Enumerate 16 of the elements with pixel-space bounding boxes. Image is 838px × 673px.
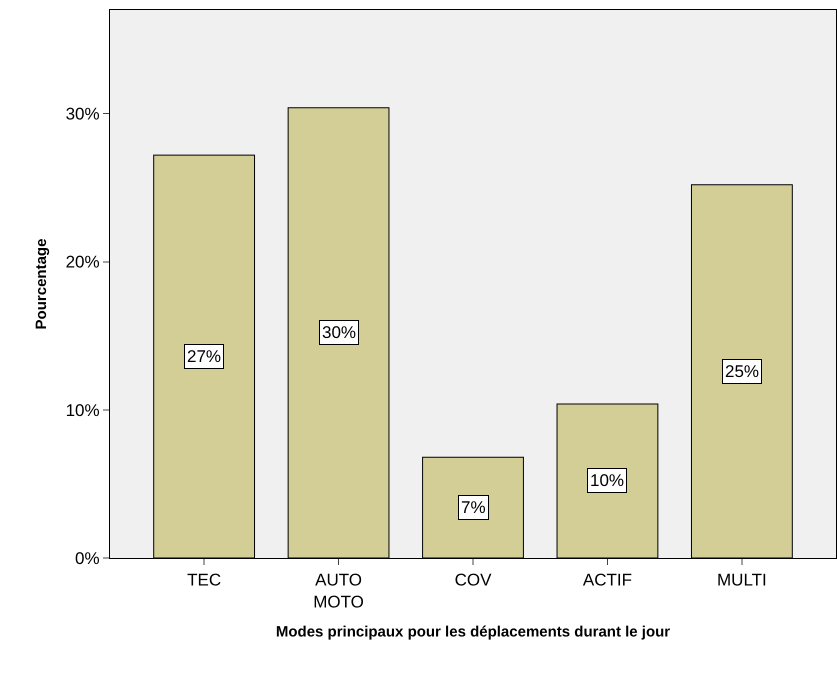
data-label: 30% — [322, 323, 356, 342]
y-tick-label: 20% — [66, 252, 100, 272]
x-tick-label: ACTIF — [582, 570, 632, 590]
data-label: 10% — [590, 471, 624, 490]
data-label: 7% — [461, 498, 486, 517]
y-tick-label: 10% — [66, 400, 100, 420]
data-label: 25% — [725, 362, 760, 381]
x-tick-label: MULTI — [717, 570, 767, 590]
y-axis-title: Pourcentage — [32, 238, 50, 330]
y-tick-label: 0% — [75, 548, 100, 568]
y-tick-label: 30% — [66, 104, 100, 124]
data-label: 27% — [187, 347, 222, 366]
x-tick-label: TEC — [187, 570, 222, 590]
x-axis-title: Modes principaux pour les déplacements durant le jour — [276, 624, 670, 640]
x-tick-label: AUTO MOTO — [313, 570, 364, 612]
x-tick-label: COV — [454, 570, 492, 590]
